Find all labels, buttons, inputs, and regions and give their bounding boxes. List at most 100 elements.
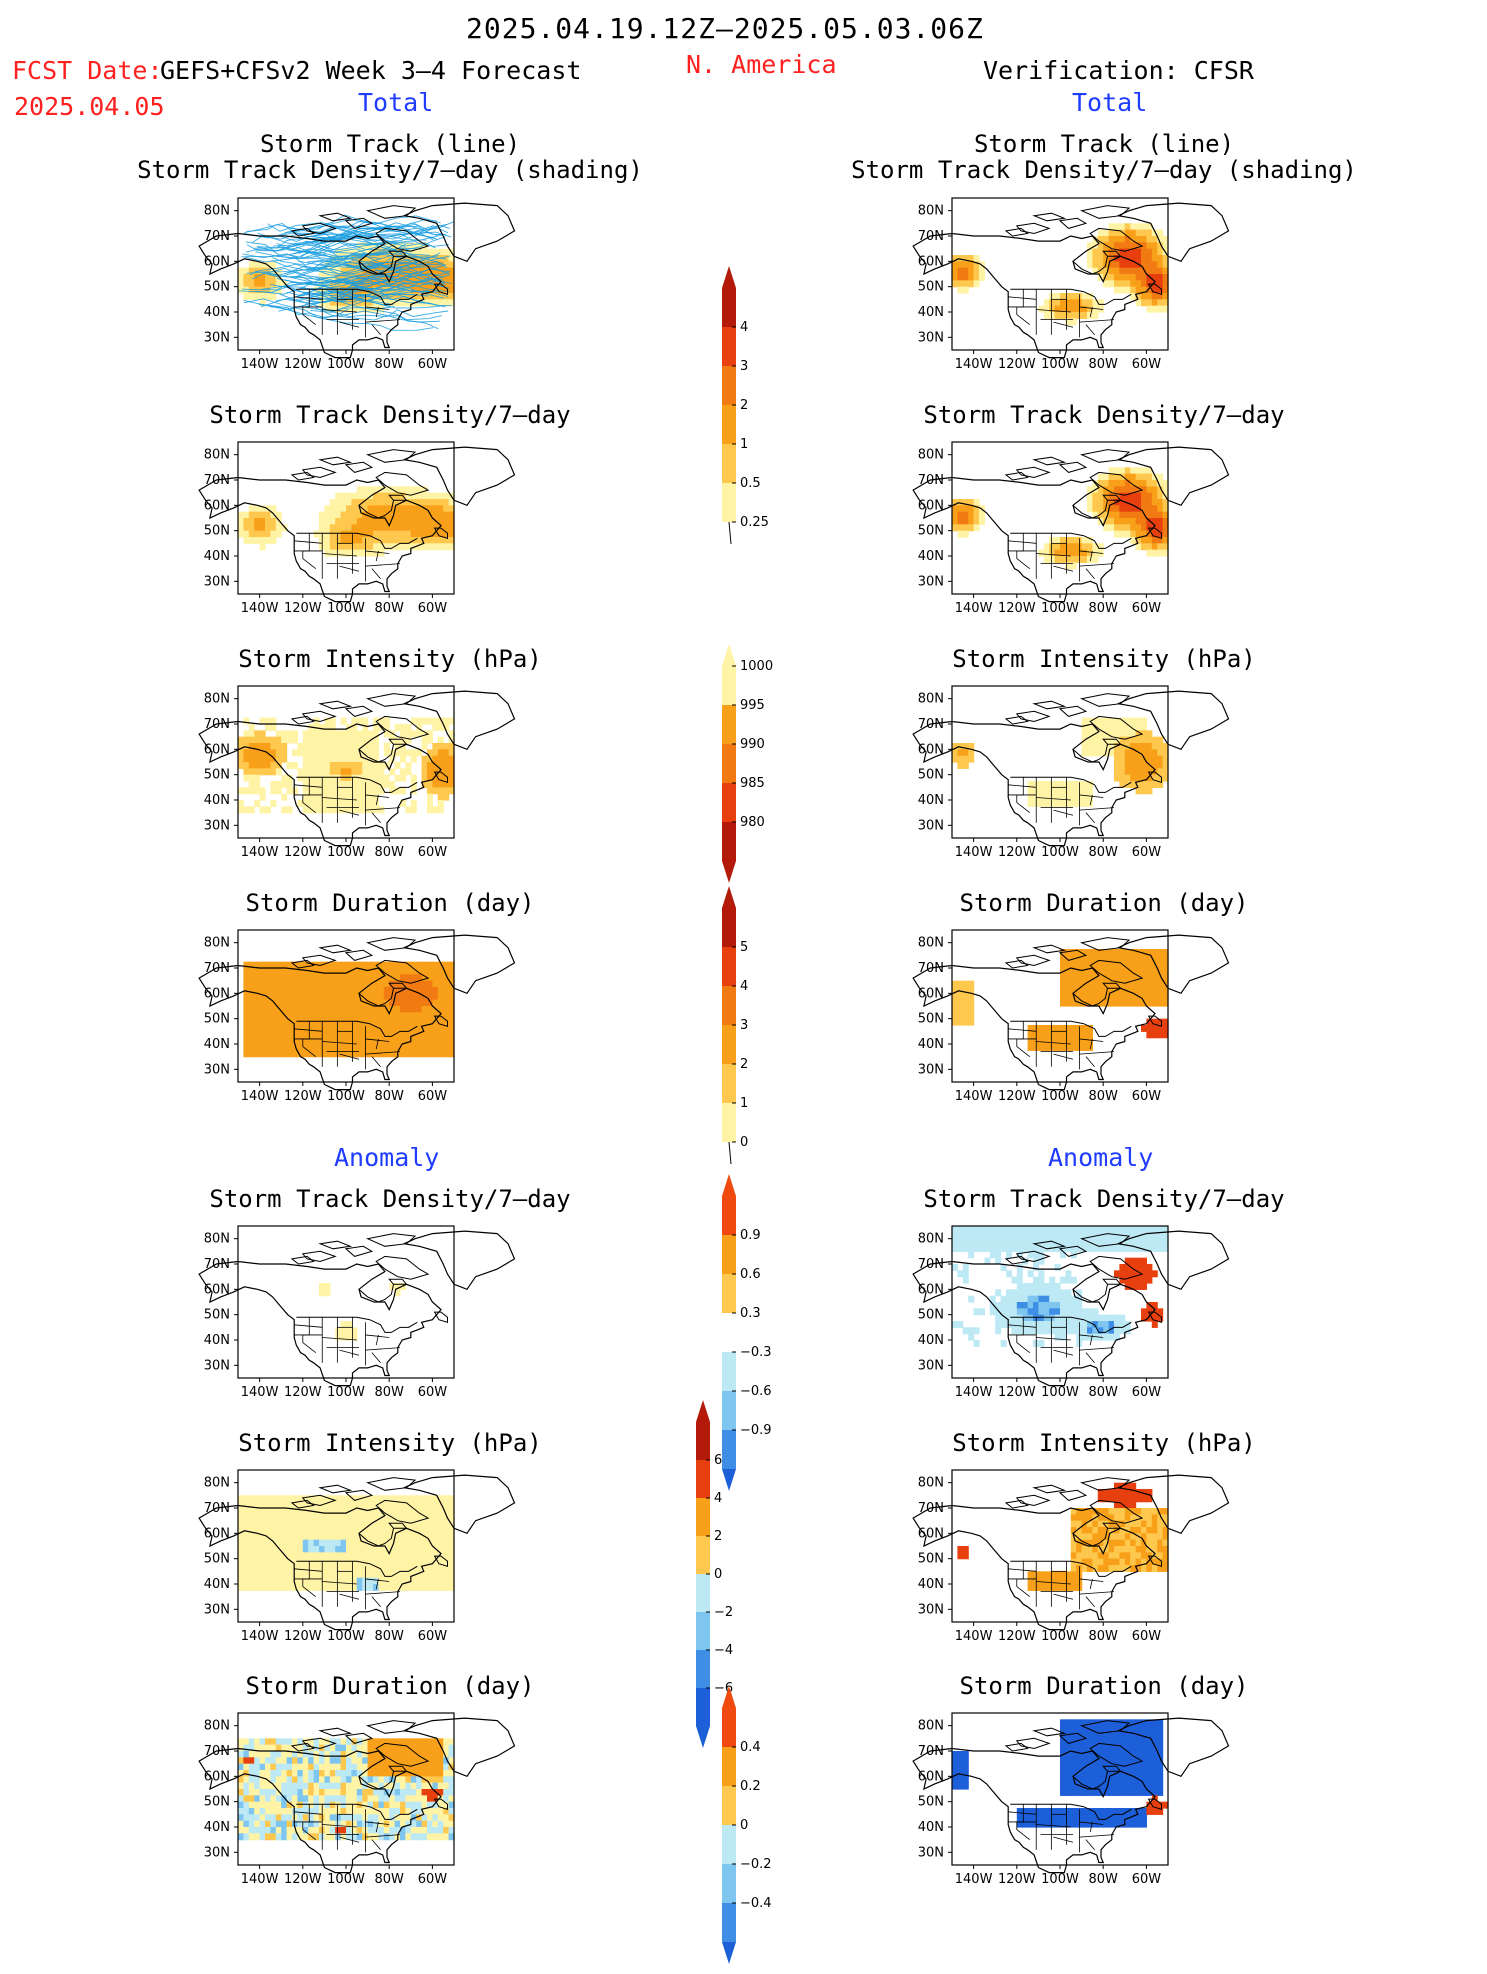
shading-cells xyxy=(957,1483,1168,1591)
lon-tick-label: 60W xyxy=(1132,1385,1162,1400)
colorbar-top-arrow xyxy=(696,1400,710,1422)
colorbar-top-arrow xyxy=(722,1174,736,1196)
colorbar-segment xyxy=(722,1708,736,1747)
lon-tick-label: 100W xyxy=(327,845,365,860)
lat-tick-label: 70N xyxy=(204,1744,230,1759)
lat-tick-label: 80N xyxy=(204,936,230,951)
right-anom-duration-title: Storm Duration (day) xyxy=(814,1673,1394,1699)
lat-tick-label: 40N xyxy=(918,1820,944,1835)
lon-tick-label: 120W xyxy=(284,845,322,860)
lon-tick-label: 80W xyxy=(374,1089,404,1104)
lon-tick-label: 80W xyxy=(1088,1872,1118,1887)
left-anom-density-title: Storm Track Density/7–day xyxy=(100,1186,680,1212)
lat-tick-label: 30N xyxy=(204,1358,230,1373)
colorbar-label: 4 xyxy=(714,1491,722,1506)
lat-tick-label: 70N xyxy=(204,1501,230,1516)
lon-tick-label: 60W xyxy=(1132,1872,1162,1887)
lon-tick-label: 100W xyxy=(1041,601,1079,616)
colorbar-top-arrow xyxy=(722,1686,736,1708)
colorbar-segment xyxy=(722,288,736,327)
lat-tick-label: 80N xyxy=(918,936,944,951)
colorbar-segment xyxy=(722,1864,736,1903)
lat-tick-label: 50N xyxy=(918,768,944,783)
colorbar-label: 1 xyxy=(740,437,748,452)
lon-tick-label: 140W xyxy=(241,601,279,616)
left-total-heading: Total xyxy=(358,88,433,117)
lat-tick-label: 60N xyxy=(204,498,230,513)
lon-tick-label: 120W xyxy=(284,1872,322,1887)
lon-tick-label: 100W xyxy=(327,1385,365,1400)
lat-tick-label: 40N xyxy=(204,793,230,808)
lat-tick-label: 40N xyxy=(204,549,230,564)
lat-tick-label: 70N xyxy=(918,1744,944,1759)
lon-tick-label: 120W xyxy=(284,601,322,616)
lon-tick-label: 120W xyxy=(998,1629,1036,1644)
lat-tick-label: 50N xyxy=(918,1552,944,1567)
lat-tick-label: 70N xyxy=(918,1257,944,1272)
right-p1-title-line1: Storm Track (line) xyxy=(814,131,1394,157)
colorbar-label: 995 xyxy=(740,698,765,713)
colorbar-segment xyxy=(722,1352,736,1391)
lat-tick-label: 30N xyxy=(918,1845,944,1860)
lon-tick-label: 60W xyxy=(418,357,448,372)
right-density-title: Storm Track Density/7–day xyxy=(814,402,1394,428)
lat-tick-label: 50N xyxy=(918,280,944,295)
lon-tick-label: 100W xyxy=(327,357,365,372)
lat-tick-label: 40N xyxy=(918,1037,944,1052)
colorbar-segment xyxy=(722,705,736,744)
lat-tick-label: 70N xyxy=(918,1501,944,1516)
colorbar-segment xyxy=(722,1313,736,1352)
colorbar-label: 6 xyxy=(714,1453,722,1468)
lon-tick-label: 140W xyxy=(955,1872,993,1887)
colorbar-label: 0.4 xyxy=(740,1740,761,1755)
colorbar-segment xyxy=(722,666,736,705)
lon-tick-label: 100W xyxy=(1041,1872,1079,1887)
shading-cells xyxy=(952,1226,1169,1347)
fcst-date-label: FCST Date: xyxy=(12,56,163,85)
lat-tick-label: 70N xyxy=(204,1257,230,1272)
colorbar-label: −2 xyxy=(714,1605,733,1620)
lon-tick-label: 60W xyxy=(1132,845,1162,860)
colorbar-label: 1000 xyxy=(740,659,773,674)
lon-tick-label: 120W xyxy=(998,1089,1036,1104)
colorbar-label: 2 xyxy=(740,398,748,413)
colorbar-segment xyxy=(722,405,736,444)
lon-tick-label: 100W xyxy=(327,1089,365,1104)
lon-tick-label: 140W xyxy=(241,1629,279,1644)
lat-tick-label: 60N xyxy=(204,986,230,1001)
lat-tick-label: 40N xyxy=(204,305,230,320)
right-anom-intensity-title: Storm Intensity (hPa) xyxy=(814,1430,1394,1456)
colorbar-segment xyxy=(722,366,736,405)
left-density-title: Storm Track Density/7–day xyxy=(100,402,680,428)
lon-tick-label: 140W xyxy=(955,357,993,372)
lon-tick-label: 140W xyxy=(241,1385,279,1400)
colorbar-segment xyxy=(722,1196,736,1235)
lon-tick-label: 100W xyxy=(1041,845,1079,860)
lat-tick-label: 60N xyxy=(204,1769,230,1784)
lat-tick-label: 30N xyxy=(204,1602,230,1617)
lon-tick-label: 100W xyxy=(1041,1089,1079,1104)
colorbar-segment xyxy=(696,1460,710,1498)
colorbar-label: 2 xyxy=(740,1057,748,1072)
left-duration-title: Storm Duration (day) xyxy=(100,890,680,916)
lon-tick-label: 80W xyxy=(374,1629,404,1644)
lat-tick-label: 70N xyxy=(918,961,944,976)
lon-tick-label: 60W xyxy=(1132,1629,1162,1644)
lat-tick-label: 30N xyxy=(204,574,230,589)
colorbar-label: −4 xyxy=(714,1643,733,1658)
colorbar-label: 1 xyxy=(740,1096,748,1111)
lat-tick-label: 70N xyxy=(204,473,230,488)
colorbar-label: 980 xyxy=(740,815,765,830)
lat-tick-label: 70N xyxy=(918,473,944,488)
colorbar-segment xyxy=(722,1103,736,1142)
shading-cells xyxy=(952,467,1169,569)
colorbar-label: 3 xyxy=(740,1018,748,1033)
lat-tick-label: 50N xyxy=(204,524,230,539)
colorbar-label: −0.4 xyxy=(740,1896,772,1911)
colorbar-segment xyxy=(696,1498,710,1536)
colorbar-label: 0 xyxy=(740,1818,748,1833)
lat-tick-label: 60N xyxy=(918,742,944,757)
lat-tick-label: 50N xyxy=(204,1552,230,1567)
colorbar-segment xyxy=(722,1064,736,1103)
